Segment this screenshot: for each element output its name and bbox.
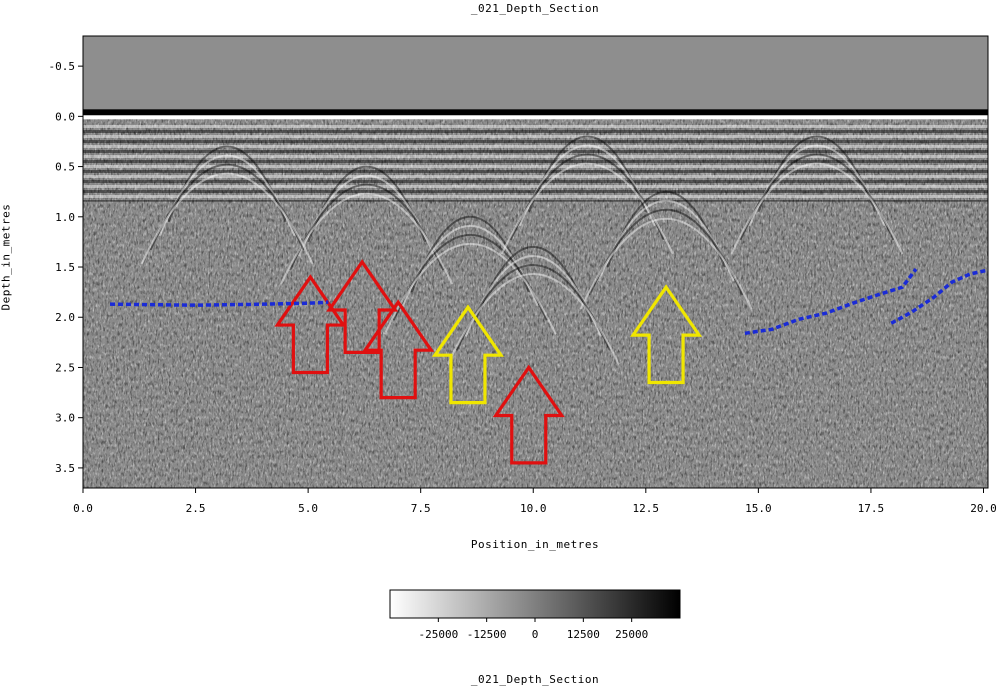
blue-traced-reflector — [890, 268, 989, 325]
hyperbola-arc — [383, 242, 557, 335]
hyperbola-arc — [473, 245, 593, 323]
colorbar-tick-label: -25000 — [418, 628, 458, 641]
y-tick-label: 2.0 — [55, 311, 75, 324]
hyperbola-arc — [298, 174, 436, 257]
plot-frame — [82, 35, 989, 489]
colorbar-tick-label: -12500 — [467, 628, 507, 641]
blue-traced-reflector — [744, 267, 918, 336]
hyperbola-arc — [739, 153, 895, 241]
blue-traced-reflector — [109, 300, 329, 307]
y-axis-label: Depth_in_metres — [0, 203, 13, 311]
x-tick-label: 17.5 — [858, 502, 885, 515]
gpr-section-plot — [83, 36, 988, 488]
hyperbola-arc — [280, 192, 454, 285]
hyperbola-arc — [579, 217, 753, 310]
x-tick-label: 2.5 — [186, 502, 206, 515]
yellow-arrow — [431, 304, 505, 405]
x-tick-label: 7.5 — [411, 502, 431, 515]
axes: 0.0 2.5 5.0 7.5 10.0 12.5 15.0 17.5 20.0 -0.5 0.0 0… — [49, 60, 997, 515]
chart-title: _021_Depth_Section — [470, 2, 600, 15]
hyperbola-arc — [410, 215, 530, 293]
y-tick-label: 0.0 — [55, 110, 75, 123]
x-tick-label: 5.0 — [298, 502, 318, 515]
hyperbola-arc — [289, 183, 445, 271]
y-tick-label: 2.5 — [55, 361, 75, 374]
hyperbola-arc — [518, 144, 656, 227]
red-arrow — [362, 299, 435, 400]
colorbar-title: _021_Depth_Section — [470, 673, 600, 686]
red-arrow — [274, 274, 347, 375]
colorbar-gradient — [389, 589, 681, 619]
shallow-reflector-bands — [83, 124, 988, 202]
y-tick-label: -0.5 — [49, 60, 76, 73]
hyperbola-arc — [455, 264, 611, 351]
x-tick-label: 20.0 — [970, 502, 997, 515]
colorbar-tick-label: 0 — [532, 628, 539, 641]
colorbar-tick-label: 25000 — [615, 628, 648, 641]
y-tick-label: 3.5 — [55, 462, 75, 475]
x-tick-label: 12.5 — [633, 502, 660, 515]
hyperbola-arc — [149, 163, 305, 251]
hyperbola-arc — [392, 233, 548, 321]
hyperbola-arc — [730, 162, 904, 255]
air-region — [83, 36, 988, 117]
surface-reflection — [83, 109, 988, 116]
y-tick-label: 1.0 — [55, 211, 75, 224]
x-axis-label: Position_in_metres — [470, 538, 600, 551]
hyperbola-arc — [597, 200, 735, 282]
hyperbola-arc — [527, 135, 647, 213]
colorbar-tick-label: 12500 — [567, 628, 600, 641]
y-tick-label: 1.5 — [55, 261, 75, 274]
hyperbola-arc — [158, 154, 296, 237]
hyperbola-arc — [588, 208, 744, 296]
hyperbola-arc — [500, 162, 674, 255]
hyperbola-arc — [446, 273, 620, 365]
yellow-arrow — [630, 284, 703, 385]
y-tick-label: 0.5 — [55, 161, 75, 174]
hyperbola-reflections — [140, 135, 904, 365]
annotations — [109, 259, 989, 465]
x-tick-label: 15.0 — [745, 502, 772, 515]
colorbar-ticks: -25000 -12500 0 12500 25000 — [418, 618, 648, 641]
colorbar: -25000 -12500 0 12500 25000 — [389, 589, 681, 641]
y-tick-label: 3.0 — [55, 412, 75, 425]
hyperbola-arc — [167, 145, 287, 223]
hyperbola-arc — [606, 190, 726, 268]
x-tick-label: 0.0 — [73, 502, 93, 515]
hyperbola-arc — [464, 255, 602, 337]
hyperbola-arc — [509, 153, 665, 241]
red-arrow — [492, 364, 565, 465]
hyperbola-arc — [757, 135, 877, 213]
hyperbola-arc — [748, 144, 886, 227]
hyperbola-arc — [401, 225, 539, 307]
x-tick-label: 10.0 — [520, 502, 547, 515]
surface-reflection-white — [83, 115, 988, 120]
hyperbola-arc — [140, 172, 314, 265]
hyperbola-arc — [307, 165, 427, 243]
